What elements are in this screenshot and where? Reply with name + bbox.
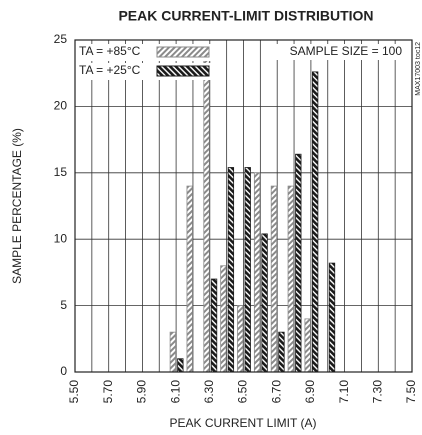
y-tick-label: 5: [60, 298, 67, 312]
bar: [311, 71, 319, 373]
bar: [227, 167, 235, 373]
annotation: SAMPLE SIZE = 100: [290, 44, 403, 58]
x-tick-label: 7.50: [404, 380, 418, 404]
legend-label: TA = +85°C: [79, 44, 141, 58]
y-tick-label: 0: [60, 364, 67, 378]
bar: [278, 331, 285, 373]
bar: [169, 331, 177, 373]
legend-label: TA = +25°C: [79, 63, 141, 77]
legend-swatch: [156, 46, 210, 58]
bar: [270, 185, 278, 373]
y-tick-label: 25: [54, 32, 68, 46]
x-tick-label: 7.10: [337, 380, 351, 404]
y-tick-label: 15: [54, 165, 68, 179]
bar: [177, 358, 184, 373]
x-tick-label: 6.90: [303, 380, 317, 404]
x-tick-label: 7.30: [370, 380, 384, 404]
chart-title: PEAK CURRENT-LIMIT DISTRIBUTION: [118, 8, 373, 24]
x-tick-label: 6.10: [168, 380, 182, 404]
x-tick-label: 6.50: [236, 380, 250, 404]
bar: [304, 318, 311, 373]
bar: [244, 167, 251, 373]
x-tick-label: 6.30: [202, 380, 216, 404]
bar: [295, 153, 302, 373]
bar: [186, 185, 193, 373]
bar: [203, 52, 210, 373]
x-tick-label: 5.70: [101, 380, 115, 404]
bar: [253, 172, 261, 373]
plot-frame: [74, 39, 413, 373]
bar: [328, 262, 336, 373]
y-tick-label: 20: [54, 99, 68, 113]
x-axis-label: PEAK CURRENT LIMIT (A): [170, 416, 317, 430]
bar: [287, 185, 294, 373]
bar: [210, 278, 218, 373]
x-tick-label: 5.90: [135, 380, 149, 404]
bar: [220, 265, 227, 373]
bar: [237, 305, 244, 373]
x-tick-label: 6.70: [269, 380, 283, 404]
watermark: MAX17003 toc12: [415, 42, 422, 96]
x-tick-label: 5.50: [67, 380, 81, 404]
legend-swatch: [156, 65, 210, 77]
y-axis-label: SAMPLE PERCENTAGE (%): [10, 128, 24, 284]
bar: [261, 233, 268, 373]
y-tick-label: 10: [54, 231, 68, 245]
annotation-background: [265, 44, 405, 60]
